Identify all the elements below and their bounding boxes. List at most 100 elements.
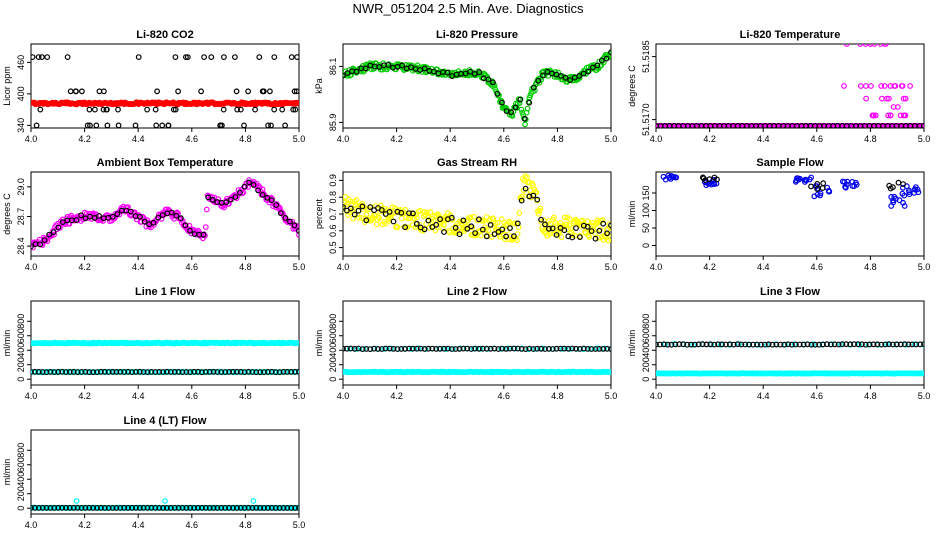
chart-panel-7: Line 1 Flow ml/min 4.0 4.2 4.4 4.6 4.8 5.0 0 2004…	[2, 286, 305, 401]
data-point-yellow	[375, 214, 382, 221]
data-point-black	[546, 345, 552, 352]
data-point-blue	[811, 193, 818, 200]
data-point-black	[855, 341, 861, 348]
data-point-black	[135, 54, 142, 60]
x-tick-label: 4.4	[132, 391, 145, 401]
data-point-black	[761, 341, 768, 348]
data-point-black	[182, 222, 189, 229]
data-point-black	[608, 49, 611, 56]
data-point-black	[64, 54, 71, 60]
data-point-yellow	[488, 231, 494, 238]
data-point-black	[63, 504, 69, 511]
y-tick-label: 600	[328, 328, 338, 343]
data-point-black	[746, 341, 753, 348]
x-tick-label: 4.6	[186, 520, 199, 530]
data-point-black	[804, 341, 811, 348]
chart-panel-2: Li-820 Pressure kPa 4.0 4.2 4.4 4.6 4.8 5.0 85.9…	[314, 29, 617, 144]
data-point-black	[557, 345, 564, 352]
x-tick-label: 4.6	[186, 262, 199, 272]
data-point-black	[921, 341, 924, 348]
data-point-black	[277, 210, 284, 217]
data-point-blue	[899, 190, 906, 197]
data-point-green	[524, 105, 531, 112]
data-point-magenta-spikes	[862, 44, 869, 47]
data-point-black	[882, 341, 889, 348]
data-point-black	[284, 369, 291, 375]
data-point-black	[542, 221, 548, 228]
chart-panel-5: Gas Stream RH percent 4.0 4.2 4.4 4.6 4.8 5.0 0.…	[314, 157, 617, 272]
data-point-yellow	[482, 226, 489, 233]
data-point-black	[280, 505, 287, 511]
data-point-black	[886, 182, 893, 189]
data-point-black	[284, 505, 291, 511]
data-points	[656, 44, 924, 128]
data-point-black	[31, 243, 34, 250]
data-point-black	[125, 505, 132, 511]
data-point-black	[386, 208, 393, 215]
data-point-black	[140, 504, 147, 511]
data-point-black	[233, 368, 240, 375]
data-point-black	[73, 217, 80, 223]
data-point-yellow	[356, 214, 362, 221]
x-tick-label: 5.0	[293, 134, 306, 144]
data-point-black	[137, 213, 143, 220]
data-point-black	[226, 504, 233, 511]
data-point-black	[878, 341, 885, 348]
x-tick-label: 4.4	[132, 134, 145, 144]
data-point-black	[672, 341, 679, 348]
data-point-black	[175, 505, 182, 511]
data-point-yellow	[402, 206, 409, 213]
x-tick-label: 5.0	[605, 391, 618, 401]
data-point-black	[222, 369, 229, 375]
data-point-black	[66, 504, 73, 511]
data-point-black	[526, 99, 533, 106]
y-tick-label: 800	[16, 443, 26, 458]
chart-panel-4: Ambient Box Temperature degrees C 4.0 4.2 4.…	[2, 157, 305, 272]
data-point-yellow	[471, 213, 478, 220]
data-point-black	[664, 341, 671, 348]
data-point-black	[288, 54, 295, 60]
data-point-black	[101, 368, 108, 375]
y-tick-label: 29.0	[16, 178, 26, 196]
data-point-black	[367, 346, 374, 353]
data-point-yellow	[469, 224, 476, 231]
data-point-black	[105, 369, 112, 375]
data-point-black	[472, 345, 479, 352]
data-point-black	[584, 346, 591, 352]
y-tick-label: 0.5	[328, 241, 338, 254]
data-point-black	[695, 341, 702, 348]
data-point-black	[596, 227, 603, 234]
data-point-magenta	[203, 206, 210, 213]
x-tick-label: 4.4	[757, 134, 770, 144]
data-point-yellow	[558, 234, 565, 241]
data-point-black	[814, 180, 821, 187]
data-point-black	[394, 346, 401, 352]
data-point-magenta-spikes	[863, 83, 869, 89]
data-point-black	[47, 505, 54, 511]
data-point-black	[518, 346, 525, 352]
data-point-magenta	[296, 232, 299, 238]
data-point-black	[508, 109, 515, 116]
data-point-black	[549, 225, 556, 232]
data-point-black	[117, 505, 124, 511]
data-point-magenta-spikes	[885, 112, 891, 119]
data-point-yellow	[515, 224, 522, 231]
data-point-black	[82, 504, 89, 511]
data-point-black	[129, 369, 135, 376]
x-tick-label: 4.2	[703, 262, 716, 272]
data-point-black	[115, 106, 121, 113]
data-point-black	[233, 505, 240, 511]
data-point-black	[490, 79, 496, 86]
data-point-black	[223, 199, 230, 206]
data-point-black	[816, 341, 822, 348]
data-point-black	[344, 70, 351, 76]
data-point-black	[711, 341, 718, 348]
data-point-yellow	[421, 209, 428, 216]
data-point-yellow	[516, 210, 523, 217]
data-point-black	[132, 504, 139, 511]
y-tick-label: 460	[16, 55, 26, 70]
data-point-black	[483, 345, 490, 352]
x-tick-label: 4.8	[864, 262, 877, 272]
data-point-black	[70, 369, 77, 375]
data-point-black	[921, 123, 924, 128]
